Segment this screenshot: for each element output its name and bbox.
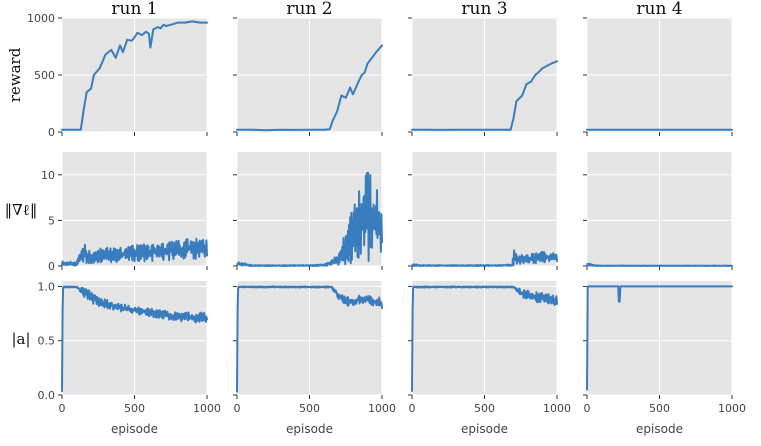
- xlabel-episode-1: episode: [111, 422, 158, 436]
- xtick-label-c3-0: 0: [584, 402, 591, 415]
- xtick-label-c0-0: 0: [59, 402, 66, 415]
- column-title-2: run 2: [286, 0, 332, 19]
- ytick-label-r2-0: 0.0: [38, 389, 56, 402]
- xtick-label-c3-1: 500: [649, 402, 670, 415]
- series-band-r1c0: [61, 237, 208, 267]
- xtick-label-c0-1: 500: [124, 402, 145, 415]
- series-band-r2c2: [411, 285, 558, 392]
- xtick-label-c3-2: 1000: [718, 402, 746, 415]
- ytick-label-r0-1: 500: [34, 69, 55, 82]
- column-title-1: run 1: [111, 0, 157, 19]
- series-band-r1c3: [586, 262, 733, 267]
- ytick-label-r0-2: 1000: [27, 12, 55, 25]
- xlabel-episode-3: episode: [461, 422, 508, 436]
- series-band-r2c1: [236, 285, 383, 393]
- series-band-r1c1: [236, 171, 383, 267]
- ytick-label-r0-0: 0: [48, 126, 55, 139]
- xlabel-episode-4: episode: [636, 422, 683, 436]
- row-label-2: |a|: [11, 330, 30, 348]
- xtick-label-c2-1: 500: [474, 402, 495, 415]
- ytick-label-r2-2: 1.0: [38, 280, 56, 293]
- series-band-r1c2: [411, 249, 558, 267]
- xtick-label-c1-1: 500: [299, 402, 320, 415]
- series-line-r0c2: [411, 60, 558, 131]
- series-line-r2c3: [586, 285, 733, 391]
- column-title-4: run 4: [636, 0, 682, 19]
- row-label-1: ‖∇ℓ‖: [5, 201, 38, 219]
- xtick-label-c2-0: 0: [409, 402, 416, 415]
- ytick-label-r1-0: 0: [48, 260, 55, 273]
- xlabel-episode-2: episode: [286, 422, 333, 436]
- column-title-3: run 3: [461, 0, 507, 19]
- xtick-label-c0-2: 1000: [193, 402, 221, 415]
- series-line-r0c0: [61, 20, 208, 131]
- ytick-label-r1-2: 10: [41, 169, 55, 182]
- series-line-r0c1: [236, 44, 383, 132]
- ytick-label-r2-1: 0.5: [38, 335, 56, 348]
- xtick-label-c2-2: 1000: [543, 402, 571, 415]
- row-label-reward: reward: [6, 47, 24, 102]
- xtick-label-c1-0: 0: [234, 402, 241, 415]
- ytick-label-r1-1: 5: [48, 214, 55, 227]
- xtick-label-c1-2: 1000: [368, 402, 396, 415]
- series-band-r2c0: [61, 285, 208, 393]
